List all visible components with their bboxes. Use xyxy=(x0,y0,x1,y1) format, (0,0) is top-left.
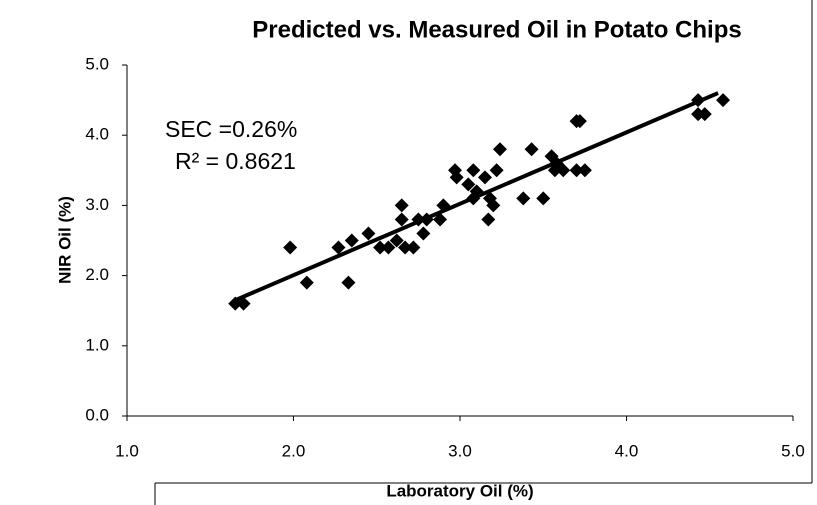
y-tick-label: 5.0 xyxy=(85,54,109,73)
x-tick-label: 2.0 xyxy=(282,441,306,460)
y-tick-label: 4.0 xyxy=(85,125,109,144)
point xyxy=(416,226,431,241)
point xyxy=(716,93,731,108)
point xyxy=(569,163,584,178)
annotation: SEC =0.26% xyxy=(165,116,297,142)
point xyxy=(449,170,464,185)
trendline xyxy=(234,91,719,303)
point xyxy=(361,226,376,241)
x-tick-label: 1.0 xyxy=(115,441,139,460)
point xyxy=(283,240,298,255)
point xyxy=(536,191,551,206)
chart-title: Predicted vs. Measured Oil in Potato Chi… xyxy=(252,16,741,43)
point xyxy=(389,233,404,248)
annotation: R² = 0.8621 xyxy=(175,148,296,174)
point xyxy=(524,142,539,157)
point xyxy=(577,163,592,178)
point xyxy=(406,240,421,255)
y-axis-label: NIR Oil (%) xyxy=(55,196,74,284)
point xyxy=(341,275,356,290)
point xyxy=(373,240,388,255)
point xyxy=(516,191,531,206)
point xyxy=(394,198,409,213)
x-tick-label: 4.0 xyxy=(615,441,639,460)
point xyxy=(481,212,496,227)
y-tick-label: 2.0 xyxy=(85,265,109,284)
x-tick-label: 5.0 xyxy=(781,441,805,460)
point xyxy=(381,240,396,255)
point xyxy=(556,163,571,178)
point xyxy=(331,240,346,255)
point xyxy=(461,177,476,192)
point xyxy=(466,163,481,178)
point xyxy=(398,240,413,255)
y-tick-label: 0.0 xyxy=(85,405,109,424)
point xyxy=(572,114,587,129)
y-tick-label: 1.0 xyxy=(85,335,109,354)
point xyxy=(486,198,501,213)
x-axis-label: Laboratory Oil (%) xyxy=(386,481,533,500)
point xyxy=(299,275,314,290)
point xyxy=(477,170,492,185)
point xyxy=(489,163,504,178)
point xyxy=(394,212,409,227)
point xyxy=(492,142,507,157)
y-tick-label: 3.0 xyxy=(85,195,109,214)
point xyxy=(344,233,359,248)
x-tick-label: 3.0 xyxy=(448,441,472,460)
point xyxy=(697,107,712,122)
